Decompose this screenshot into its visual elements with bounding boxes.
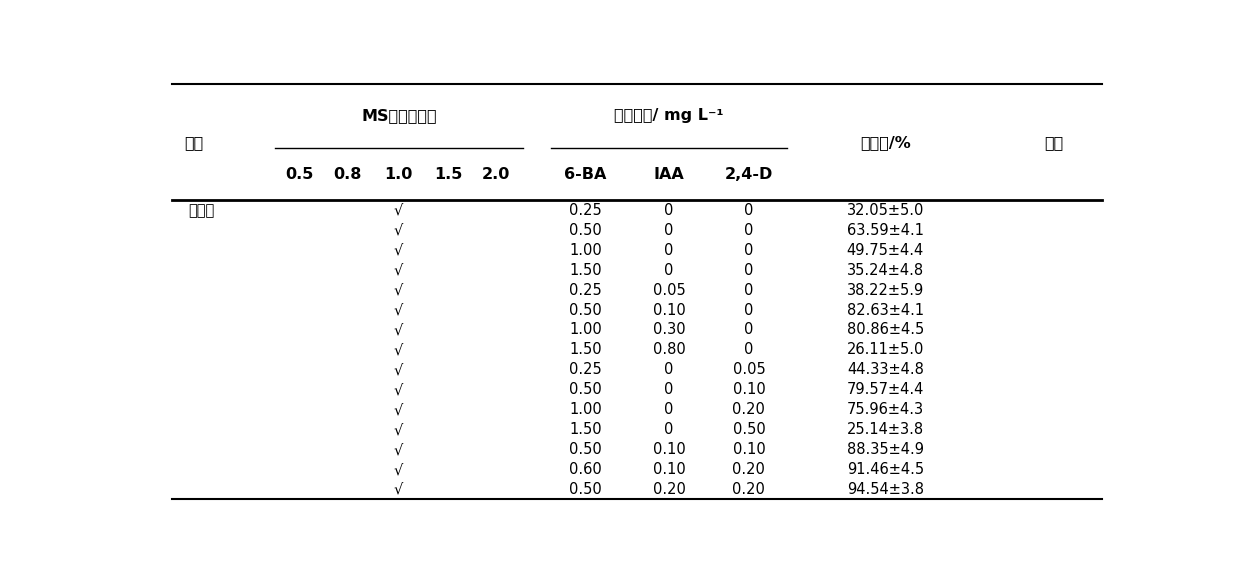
- Text: 1.00: 1.00: [569, 323, 601, 337]
- Text: 0: 0: [744, 323, 754, 337]
- Text: 26.11±5.0: 26.11±5.0: [847, 343, 924, 357]
- Text: 1.5: 1.5: [434, 167, 463, 182]
- Text: 毛建草: 毛建草: [188, 203, 215, 218]
- Text: 0.10: 0.10: [733, 442, 765, 457]
- Text: 0.10: 0.10: [652, 442, 686, 457]
- Text: 0: 0: [744, 283, 754, 297]
- Text: 0.25: 0.25: [569, 283, 601, 297]
- Text: 0: 0: [665, 382, 673, 397]
- Text: 1.50: 1.50: [569, 422, 601, 437]
- Text: MS培养基倍数: MS培养基倍数: [361, 108, 436, 123]
- Text: 0.50: 0.50: [569, 382, 601, 397]
- Text: √: √: [393, 442, 403, 457]
- Text: 0.10: 0.10: [733, 382, 765, 397]
- Text: 0.30: 0.30: [652, 323, 686, 337]
- Text: 0: 0: [744, 263, 754, 278]
- Text: 0.10: 0.10: [652, 462, 686, 477]
- Text: 0.50: 0.50: [569, 442, 601, 457]
- Text: 94.54±3.8: 94.54±3.8: [847, 482, 924, 497]
- Text: 0: 0: [665, 402, 673, 417]
- Text: 0.50: 0.50: [569, 223, 601, 238]
- Text: 0.80: 0.80: [652, 343, 686, 357]
- Text: 75.96±4.3: 75.96±4.3: [847, 402, 924, 417]
- Text: 35.24±4.8: 35.24±4.8: [847, 263, 924, 278]
- Text: 32.05±5.0: 32.05±5.0: [847, 203, 924, 218]
- Text: 0.10: 0.10: [652, 303, 686, 317]
- Text: 49.75±4.4: 49.75±4.4: [847, 243, 924, 258]
- Text: 1.00: 1.00: [569, 243, 601, 258]
- Text: 0: 0: [744, 303, 754, 317]
- Text: 0: 0: [665, 422, 673, 437]
- Text: √: √: [393, 482, 403, 497]
- Text: √: √: [393, 422, 403, 437]
- Text: 0.50: 0.50: [569, 303, 601, 317]
- Text: 82.63±4.1: 82.63±4.1: [847, 303, 924, 317]
- Text: 0.05: 0.05: [733, 363, 765, 377]
- Text: 样品: 样品: [184, 135, 203, 150]
- Text: √: √: [393, 382, 403, 397]
- Text: 38.22±5.9: 38.22±5.9: [847, 283, 924, 297]
- Text: 80.86±4.5: 80.86±4.5: [847, 323, 924, 337]
- Text: √: √: [393, 203, 403, 218]
- Text: √: √: [393, 462, 403, 477]
- Text: 0.25: 0.25: [569, 203, 601, 218]
- Text: 44.33±4.8: 44.33±4.8: [847, 363, 924, 377]
- Text: 0.20: 0.20: [733, 482, 765, 497]
- Text: IAA: IAA: [653, 167, 684, 182]
- Text: 88.35±4.9: 88.35±4.9: [847, 442, 924, 457]
- Text: 2.0: 2.0: [482, 167, 511, 182]
- Text: 0: 0: [744, 223, 754, 238]
- Text: 91.46±4.5: 91.46±4.5: [847, 462, 924, 477]
- Text: 0: 0: [744, 203, 754, 218]
- Text: 2,4-D: 2,4-D: [724, 167, 773, 182]
- Text: 备注: 备注: [1044, 135, 1063, 150]
- Text: √: √: [393, 363, 403, 377]
- Text: √: √: [393, 223, 403, 238]
- Text: 63.59±4.1: 63.59±4.1: [847, 223, 924, 238]
- Text: 0.25: 0.25: [569, 363, 601, 377]
- Text: 0: 0: [665, 243, 673, 258]
- Text: 0.50: 0.50: [569, 482, 601, 497]
- Text: 79.57±4.4: 79.57±4.4: [847, 382, 924, 397]
- Text: 0: 0: [744, 243, 754, 258]
- Text: √: √: [393, 263, 403, 278]
- Text: 0.20: 0.20: [733, 402, 765, 417]
- Text: √: √: [393, 323, 403, 337]
- Text: 0: 0: [665, 363, 673, 377]
- Text: 1.50: 1.50: [569, 343, 601, 357]
- Text: 0.50: 0.50: [733, 422, 765, 437]
- Text: √: √: [393, 303, 403, 317]
- Text: 0: 0: [744, 343, 754, 357]
- Text: 0.20: 0.20: [733, 462, 765, 477]
- Text: 25.14±3.8: 25.14±3.8: [847, 422, 924, 437]
- Text: 0.20: 0.20: [652, 482, 686, 497]
- Text: 0: 0: [665, 263, 673, 278]
- Text: √: √: [393, 243, 403, 258]
- Text: 1.00: 1.00: [569, 402, 601, 417]
- Text: 1.50: 1.50: [569, 263, 601, 278]
- Text: 0.05: 0.05: [652, 283, 686, 297]
- Text: 0: 0: [665, 203, 673, 218]
- Text: 0: 0: [665, 223, 673, 238]
- Text: 0.8: 0.8: [334, 167, 361, 182]
- Text: √: √: [393, 283, 403, 297]
- Text: 1.0: 1.0: [384, 167, 413, 182]
- Text: √: √: [393, 402, 403, 417]
- Text: 0.5: 0.5: [285, 167, 314, 182]
- Text: 6-BA: 6-BA: [564, 167, 606, 182]
- Text: 激素浓度/ mg L⁻¹: 激素浓度/ mg L⁻¹: [614, 108, 724, 123]
- Text: √: √: [393, 343, 403, 357]
- Text: 出愈率/%: 出愈率/%: [861, 135, 910, 150]
- Text: 0.60: 0.60: [569, 462, 601, 477]
